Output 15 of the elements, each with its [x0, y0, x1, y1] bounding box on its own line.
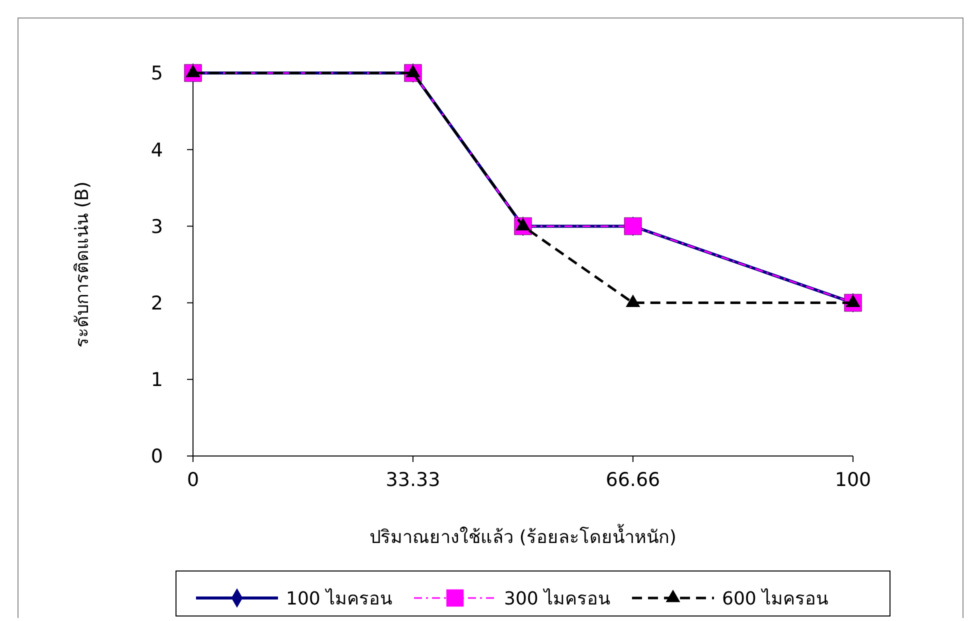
x-tick-label: 33.33 — [386, 469, 440, 491]
y-tick-label: 1 — [150, 369, 163, 392]
y-tick-label: 5 — [150, 62, 163, 85]
legend-label: 600 ไมครอน — [722, 587, 828, 610]
x-tick-label: 0 — [186, 469, 200, 491]
legend-label: 300 ไมครอน — [504, 587, 610, 610]
y-tick-label: 4 — [150, 139, 163, 162]
x-axis-title: ปริมาณยางใช้แล้ว (ร้อยละโดยน้ำหนัก) — [370, 524, 676, 548]
y-axis-title: ระดับการติดแน่น (B) — [72, 181, 93, 348]
x-tick-label: 100 — [834, 469, 872, 491]
y-tick-label: 2 — [150, 292, 163, 314]
y-tick-label: 0 — [150, 446, 163, 468]
y-tick-label: 3 — [150, 216, 163, 238]
x-tick-label: 66.66 — [606, 469, 660, 491]
legend-label: 100 ไมครอน — [286, 587, 392, 610]
